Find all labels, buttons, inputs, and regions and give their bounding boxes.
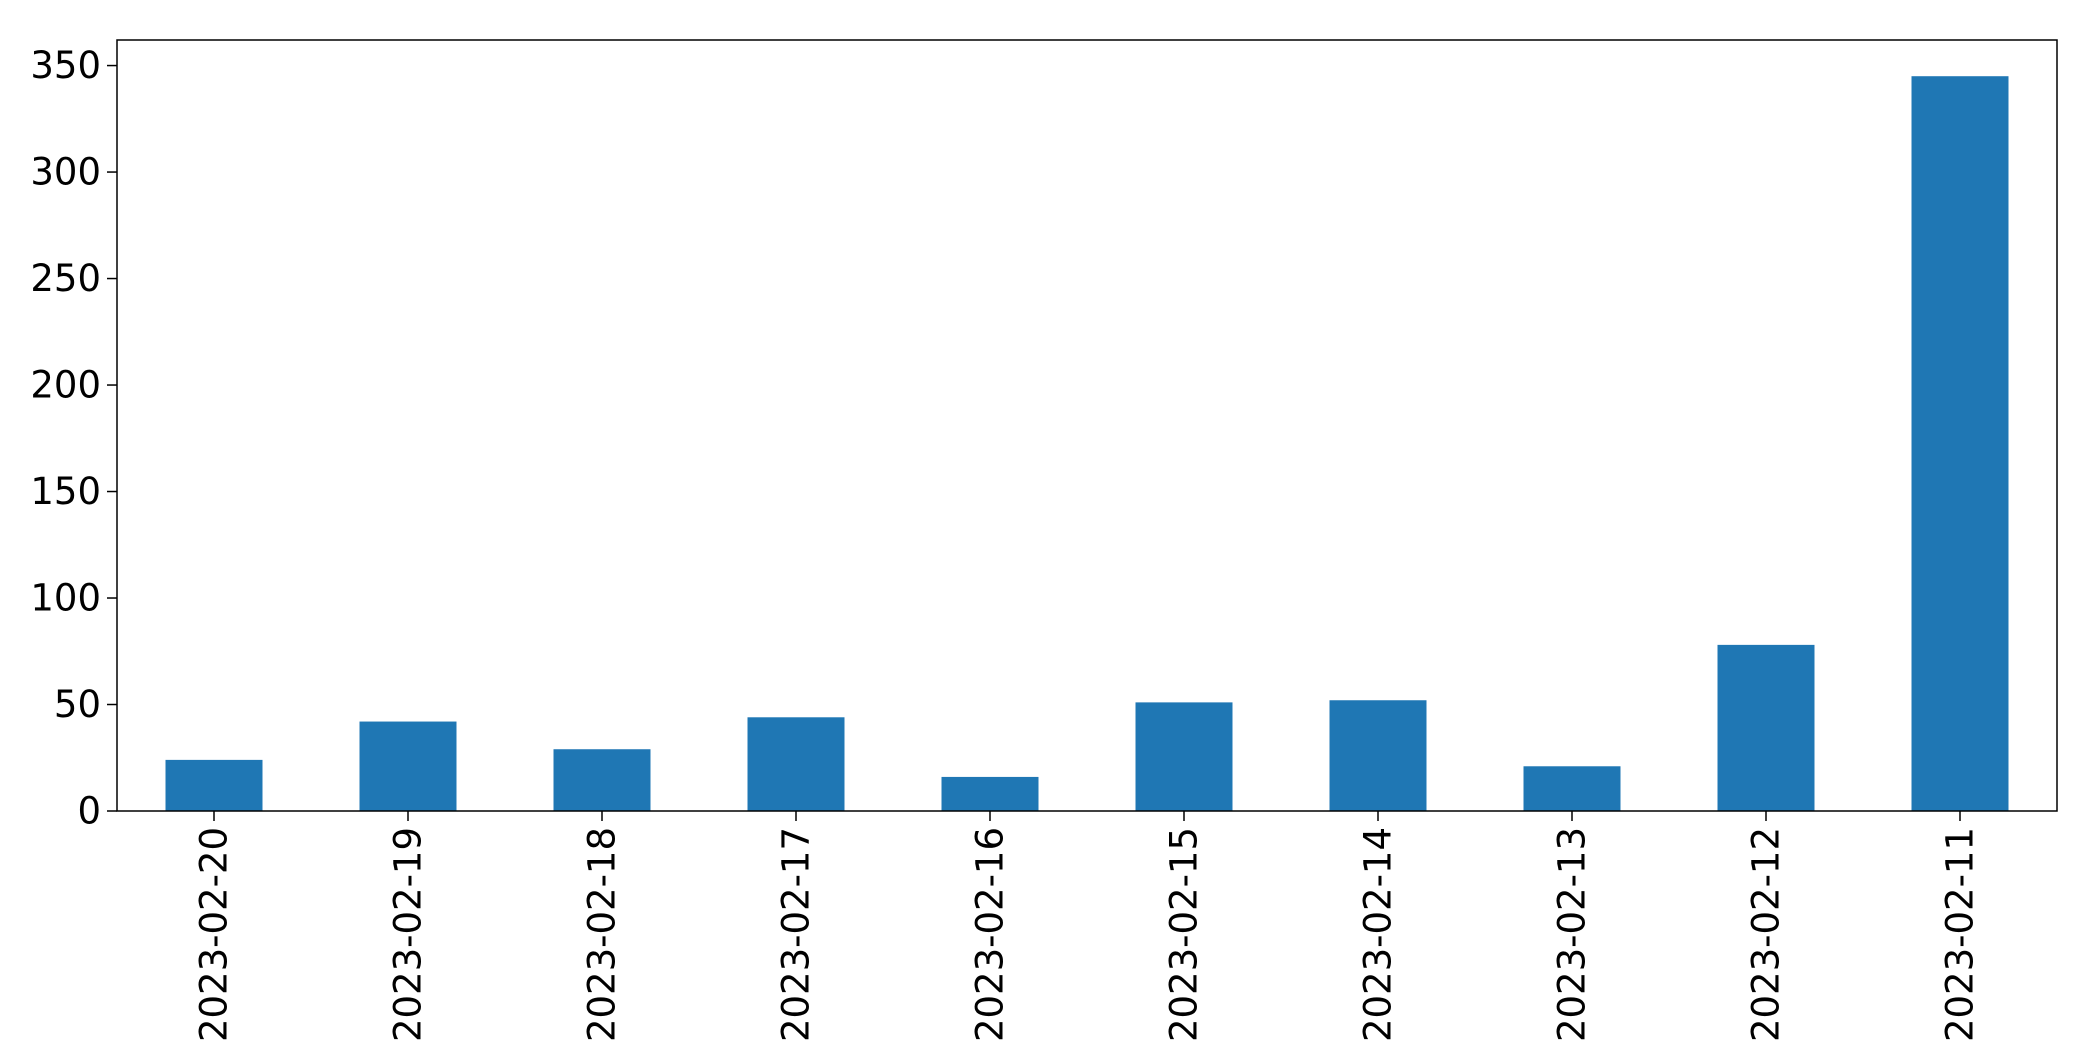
bar-2023-02-17: [747, 717, 845, 811]
bar-2023-02-18: [553, 749, 651, 811]
bar-2023-02-16: [941, 776, 1039, 811]
bar-2023-02-11: [1911, 76, 2009, 812]
x-tick-label: 2023-02-13: [1551, 827, 1594, 1042]
x-axis: 2023-02-20 2023-02-19 2023-02-18 2023-02-17…: [193, 811, 1982, 1042]
y-tick-label: 50: [54, 683, 101, 726]
bar-2023-02-13: [1523, 766, 1621, 811]
y-tick-label: 200: [30, 364, 101, 407]
y-tick-label: 150: [30, 470, 101, 513]
x-tick-label: 2023-02-15: [1163, 827, 1206, 1042]
y-tick-label: 350: [30, 44, 101, 87]
y-tick-label: 0: [77, 790, 101, 833]
x-tick-label: 2023-02-12: [1745, 827, 1788, 1042]
y-tick-label: 250: [30, 257, 101, 300]
bar-2023-02-19: [359, 721, 457, 811]
bar-2023-02-15: [1135, 702, 1233, 811]
bars: [165, 76, 2009, 812]
bar-2023-02-12: [1717, 644, 1815, 811]
x-tick-label: 2023-02-14: [1357, 827, 1400, 1042]
y-tick-label: 300: [30, 151, 101, 194]
x-tick-label: 2023-02-19: [387, 827, 430, 1042]
y-axis: 0 50 100 150 200 250 300 350: [30, 44, 117, 833]
plot-frame: [116, 39, 2058, 812]
x-tick-label: 2023-02-16: [969, 827, 1012, 1042]
x-tick-label: 2023-02-11: [1939, 827, 1982, 1042]
bar-2023-02-20: [165, 759, 263, 811]
x-tick-label: 2023-02-20: [193, 827, 236, 1042]
bar-2023-02-14: [1329, 700, 1427, 811]
x-tick-label: 2023-02-18: [581, 827, 624, 1042]
y-tick-label: 100: [30, 577, 101, 620]
x-tick-label: 2023-02-17: [775, 827, 818, 1042]
